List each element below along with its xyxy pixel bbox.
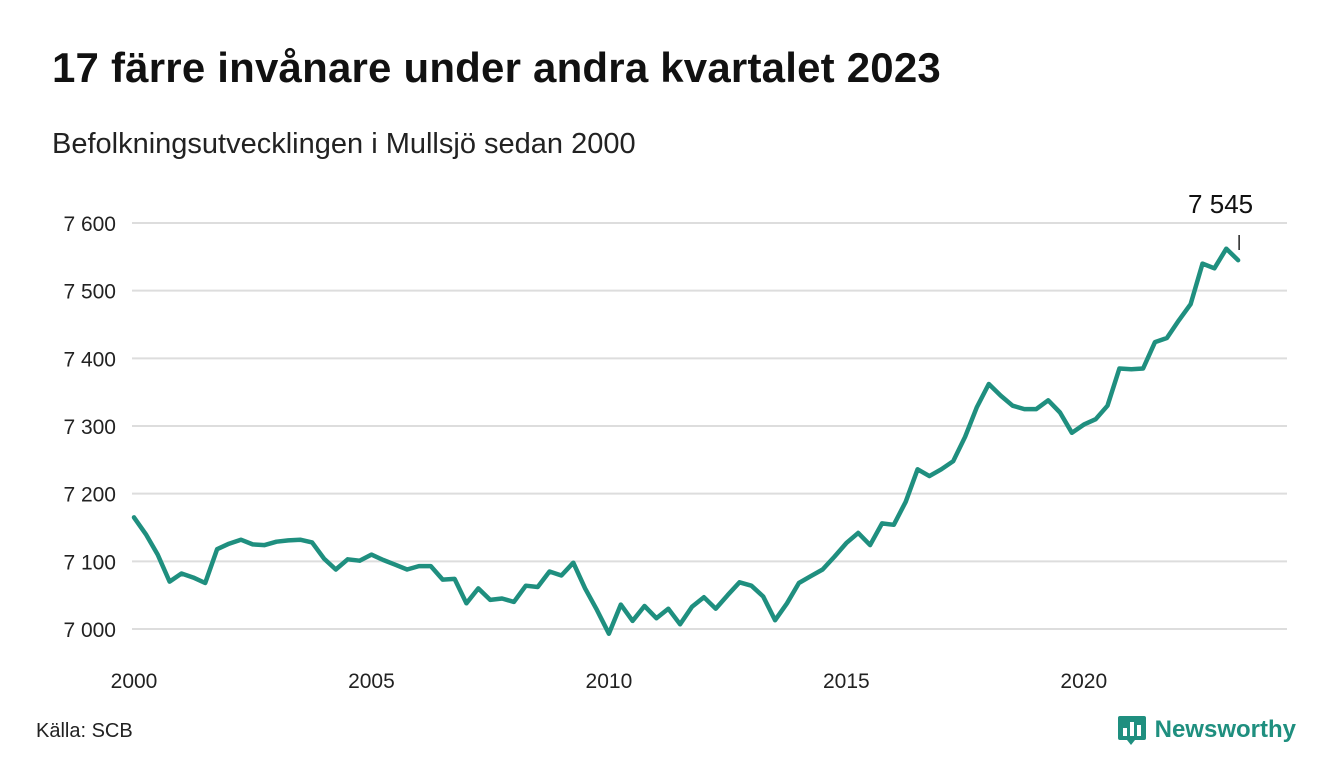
x-tick-label: 2005	[348, 670, 395, 693]
chart-title: 17 färre invånare under andra kvartalet …	[52, 44, 941, 91]
x-tick-label: 2020	[1060, 670, 1107, 693]
y-axis-ticks: 7 000 7 100 7 200 7 300 7 400 7 500 7 600	[63, 213, 116, 642]
bar-chart-speech-bubble-icon	[1117, 716, 1146, 745]
y-tick-label: 7 600	[63, 213, 116, 236]
y-tick-label: 7 500	[63, 281, 116, 304]
x-tick-label: 2015	[823, 670, 870, 693]
brand-name: Newsworthy	[1154, 716, 1296, 743]
x-axis-ticks: 2000 2005 2010 2015 2020	[111, 670, 1108, 693]
brand-logo: Newsworthy	[1117, 714, 1296, 746]
source-note: Källa: SCB	[36, 720, 133, 742]
x-tick-label: 2000	[111, 670, 158, 693]
x-tick-label: 2010	[586, 670, 633, 693]
callout-label: 7 545	[1188, 189, 1253, 219]
gridlines	[132, 222, 1287, 630]
y-tick-label: 7 300	[63, 416, 116, 439]
series-line	[131, 246, 1241, 636]
y-tick-label: 7 200	[63, 484, 116, 507]
y-tick-label: 7 100	[63, 551, 116, 574]
chart-subtitle: Befolkningsutvecklingen i Mullsjö sedan …	[52, 128, 636, 160]
y-tick-label: 7 400	[63, 348, 116, 371]
series-lines	[131, 246, 1241, 636]
last-value-callout: 7 545	[1188, 189, 1253, 250]
y-tick-label: 7 000	[63, 619, 116, 642]
